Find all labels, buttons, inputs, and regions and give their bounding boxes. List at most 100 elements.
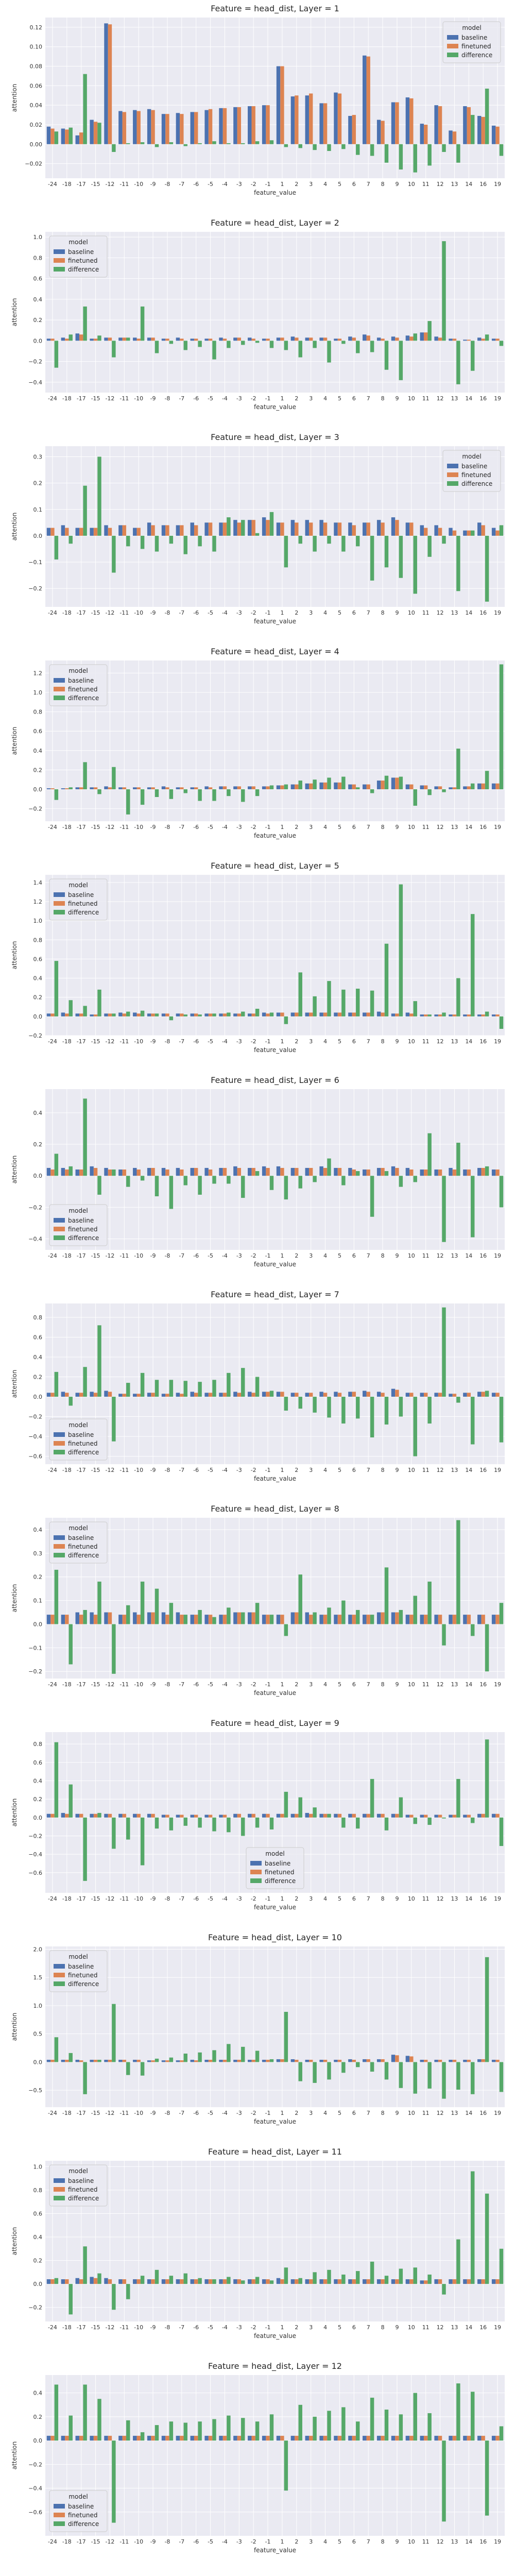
- bar-finetuned: [65, 1615, 69, 1624]
- bar-finetuned: [50, 1013, 55, 1016]
- bar-baseline: [176, 1815, 180, 1818]
- x-tick-label: -9: [150, 609, 156, 616]
- bar-finetuned: [438, 106, 442, 144]
- bar-finetuned: [295, 784, 299, 789]
- bar-baseline: [219, 1167, 223, 1176]
- bar-finetuned: [295, 2279, 299, 2284]
- bar-finetuned: [222, 2060, 227, 2062]
- bar-finetuned: [93, 2435, 98, 2441]
- x-tick-label: -12: [105, 2538, 114, 2545]
- bar-finetuned: [180, 1170, 184, 1176]
- bar-difference: [68, 1000, 73, 1016]
- bar-finetuned: [323, 522, 328, 536]
- bar-baseline: [248, 1392, 252, 1397]
- x-tick-label: -10: [134, 609, 143, 616]
- bar-finetuned: [136, 111, 141, 144]
- x-tick-label: -7: [179, 2538, 184, 2545]
- bar-finetuned: [194, 787, 198, 789]
- bar-difference: [54, 1569, 59, 1624]
- bar-baseline: [348, 784, 352, 789]
- bar-difference: [413, 144, 417, 173]
- legend-swatch-baseline: [250, 1861, 262, 1866]
- chart-panel-8: Feature = head_dist, Layer = 8−0.2−0.10.…: [11, 1504, 505, 1697]
- bar-finetuned: [452, 2060, 457, 2062]
- bar-baseline: [118, 2279, 123, 2284]
- x-tick-label: -2: [251, 2324, 256, 2331]
- bar-difference: [212, 1013, 216, 1016]
- y-tick-label: −0.2: [28, 2304, 42, 2311]
- bar-finetuned: [79, 1814, 83, 1818]
- x-axis-label: feature_value: [254, 1475, 296, 1482]
- bar-difference: [241, 789, 245, 802]
- y-tick-label: 0.6: [33, 1334, 43, 1341]
- x-tick-label: 7: [367, 1038, 370, 1045]
- bar-finetuned: [266, 1013, 270, 1016]
- legend-swatch-difference: [54, 696, 65, 700]
- bar-difference: [183, 341, 187, 350]
- x-tick-label: 10: [408, 1252, 415, 1259]
- bar-finetuned: [495, 1014, 500, 1016]
- bar-difference: [413, 1001, 417, 1016]
- bar-baseline: [118, 787, 123, 789]
- bar-baseline: [363, 522, 367, 536]
- bar-difference: [269, 512, 274, 536]
- y-tick-label: 1.0: [33, 2003, 43, 2009]
- bar-finetuned: [266, 520, 270, 536]
- bar-baseline: [161, 338, 166, 341]
- bar-finetuned: [423, 2060, 428, 2062]
- bar-difference: [183, 1817, 187, 1826]
- bar-baseline: [348, 1814, 352, 1818]
- bar-finetuned: [222, 1167, 227, 1176]
- bar-baseline: [75, 135, 79, 144]
- x-tick-label: 9: [395, 1467, 399, 1473]
- x-tick-label: 2: [295, 609, 298, 616]
- bar-finetuned: [381, 1167, 385, 1176]
- bar-difference: [284, 144, 288, 147]
- bar-finetuned: [295, 337, 299, 341]
- y-axis-label: attention: [11, 727, 18, 755]
- bar-finetuned: [280, 2435, 284, 2441]
- y-tick-label: 0.2: [33, 480, 43, 487]
- x-tick-label: 13: [451, 609, 458, 616]
- bar-baseline: [262, 1615, 266, 1624]
- x-tick-label: -7: [179, 824, 184, 831]
- bar-difference: [284, 2441, 288, 2491]
- bar-difference: [413, 1817, 417, 1824]
- legend-label-baseline: baseline: [461, 463, 487, 470]
- bar-baseline: [391, 2279, 396, 2284]
- bar-finetuned: [323, 1167, 328, 1176]
- legend-label-finetuned: finetuned: [68, 900, 97, 907]
- bar-baseline: [248, 786, 252, 789]
- bar-finetuned: [136, 1170, 141, 1176]
- bar-finetuned: [251, 1612, 255, 1624]
- x-tick-label: 5: [338, 1252, 341, 1259]
- chart-title: Feature = head_dist, Layer = 5: [211, 861, 339, 871]
- legend-swatch-baseline: [447, 464, 458, 468]
- bar-baseline: [477, 783, 482, 789]
- bar-difference: [456, 749, 460, 789]
- bar-difference: [54, 341, 59, 368]
- y-tick-label: 0.12: [30, 24, 43, 31]
- bar-difference: [442, 1624, 446, 1646]
- x-tick-label: -15: [91, 824, 100, 831]
- x-tick-label: -12: [105, 1895, 114, 1902]
- bar-finetuned: [136, 338, 141, 341]
- bar-difference: [126, 1383, 130, 1397]
- x-tick-label: 1: [280, 824, 284, 831]
- x-tick-label: 16: [479, 1681, 487, 1688]
- bar-finetuned: [108, 1814, 112, 1818]
- x-tick-label: 4: [323, 1038, 327, 1045]
- bar-baseline: [190, 2279, 194, 2284]
- bar-finetuned: [423, 2435, 428, 2441]
- bar-baseline: [434, 1014, 438, 1016]
- bar-finetuned: [452, 787, 457, 789]
- x-tick-label: -17: [77, 181, 86, 188]
- bar-difference: [298, 535, 302, 544]
- bar-baseline: [391, 777, 396, 789]
- bar-finetuned: [266, 1814, 270, 1818]
- bar-finetuned: [222, 1615, 227, 1624]
- bar-baseline: [376, 781, 381, 789]
- bar-difference: [442, 2062, 446, 2099]
- x-tick-label: 14: [465, 824, 472, 831]
- bar-difference: [298, 341, 302, 358]
